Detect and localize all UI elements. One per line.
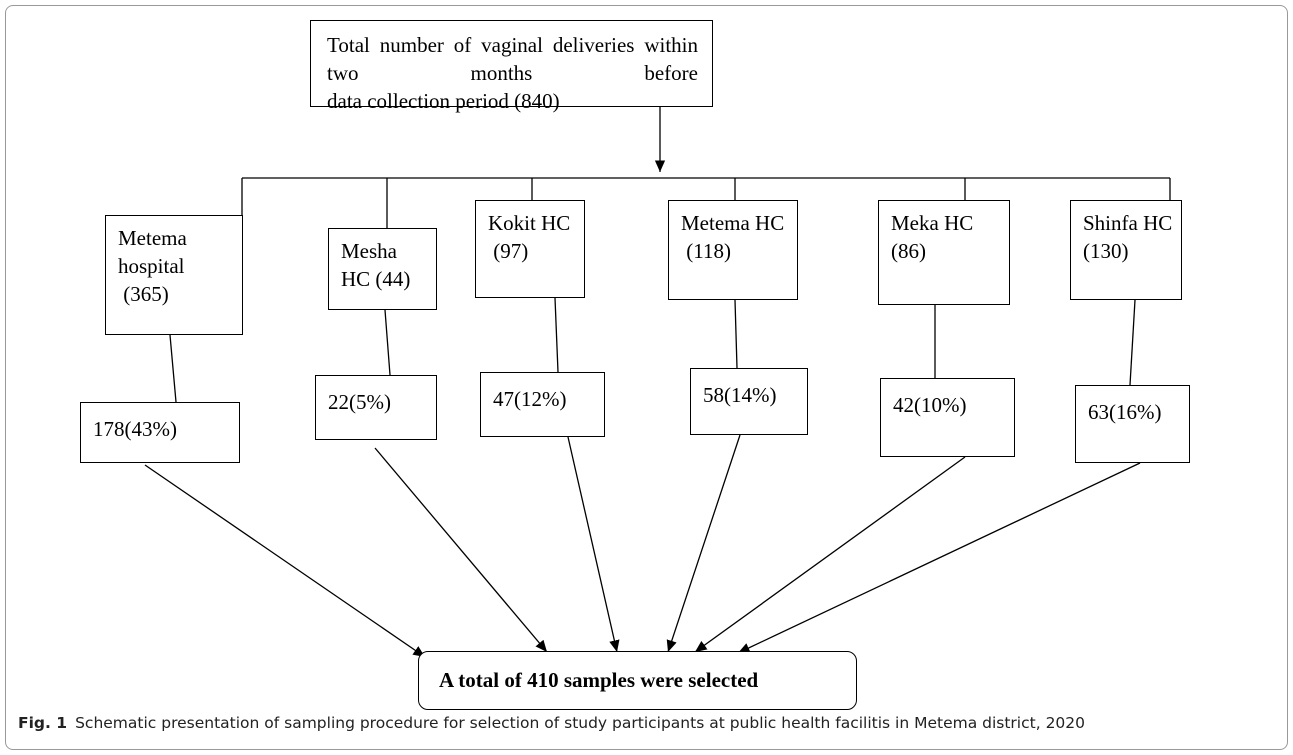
arrow xyxy=(666,434,741,653)
arrow xyxy=(374,447,548,653)
link-line xyxy=(734,299,738,369)
text: HC (44) xyxy=(341,267,411,291)
sample-box: 42(10%) xyxy=(880,378,1015,457)
sample-box: 22(5%) xyxy=(315,375,437,440)
facility-box: Shinfa HC (130) xyxy=(1070,200,1182,300)
caption: Fig. 1 Schematic presentation of sampling… xyxy=(18,714,1085,732)
facility-box: Metema hospital (365) xyxy=(105,215,243,335)
sample-box: 47(12%) xyxy=(480,372,605,437)
text: data collection period (840) xyxy=(327,89,560,113)
link-line xyxy=(1129,299,1136,386)
text: (86) xyxy=(891,239,926,263)
arrow xyxy=(737,462,1141,654)
text: Meka HC xyxy=(891,211,974,235)
arrow xyxy=(694,456,966,653)
caption-text: Schematic presentation of sampling proce… xyxy=(75,714,1086,732)
link-line xyxy=(169,334,177,403)
text: Mesha xyxy=(341,239,397,263)
link-line xyxy=(554,297,559,373)
final-box: A total of 410 samples were selected xyxy=(418,651,857,710)
sample-box: 63(16%) xyxy=(1075,385,1190,463)
caption-label: Fig. 1 xyxy=(18,714,68,732)
text: hospital xyxy=(118,254,185,278)
sample-box: 58(14%) xyxy=(690,368,808,435)
top-box: Total number of vaginal deliveries withi… xyxy=(310,20,713,113)
facility-box: Metema HC (118) xyxy=(668,200,798,300)
text: Metema HC xyxy=(681,211,785,235)
text: Kokit HC xyxy=(488,211,571,235)
arrow xyxy=(567,436,620,653)
text: Total number of vaginal deliveries withi… xyxy=(327,33,698,85)
link-line xyxy=(384,309,391,376)
sample-box: 178(43%) xyxy=(80,402,240,463)
text: (118) xyxy=(681,239,731,263)
text: Shinfa HC xyxy=(1083,211,1173,235)
text: (365) xyxy=(118,282,169,306)
facility-box: Kokit HC (97) xyxy=(475,200,585,298)
arrow xyxy=(144,464,426,658)
facility-box: Meka HC (86) xyxy=(878,200,1010,305)
text: (97) xyxy=(488,239,529,263)
text: Metema xyxy=(118,226,187,250)
facility-box: Mesha HC (44) xyxy=(328,228,437,310)
text: (130) xyxy=(1083,239,1129,263)
frame xyxy=(5,5,1288,750)
